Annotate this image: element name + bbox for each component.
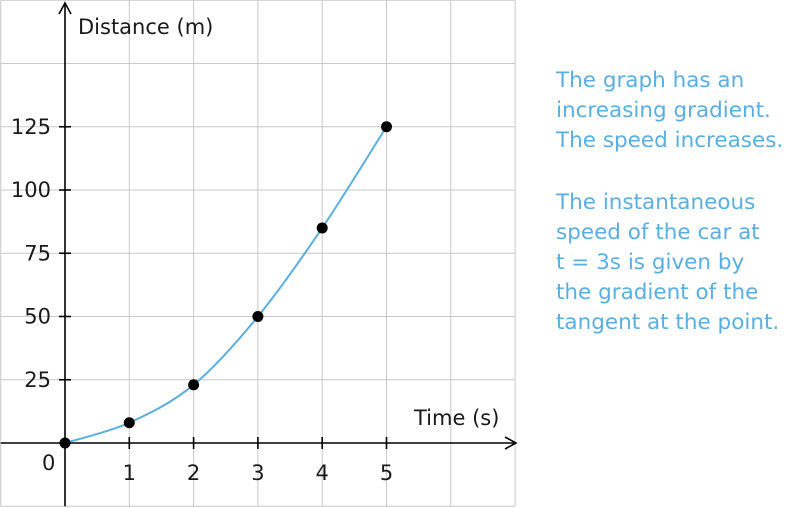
x-tick-label: 5 (380, 461, 393, 485)
data-point (381, 121, 392, 133)
y-tick-label: 75 (24, 241, 51, 265)
y-tick-label: 25 (24, 368, 51, 392)
instantaneous-speed-note: The instantaneous speed of the car at t … (556, 190, 780, 335)
x-tick-label: 2 (187, 461, 200, 485)
distance-curve (64, 126, 388, 444)
y-axis-label: Distance (m) (78, 15, 213, 39)
x-axis-label: Time (s) (413, 406, 499, 430)
distance-time-chart: 1 2 3 4 5 25 50 75 100 125 Distance (m) Time (s) … (0, 0, 518, 507)
y-tick-label: 100 (11, 178, 51, 202)
data-point (252, 311, 264, 322)
x-tick-label: 4 (316, 461, 329, 485)
grid (0, 0, 516, 507)
y-tick-label: 125 (11, 115, 51, 139)
x-tick-label: 1 (123, 461, 136, 485)
axis-labels: Distance (m) Time (s) 0 (42, 15, 499, 475)
data-points (59, 121, 392, 449)
y-axis-arrow (58, 1, 72, 15)
origin-label: 0 (42, 451, 55, 475)
data-point (123, 417, 135, 429)
gradient-note: The graph has an increasing gradient. Th… (556, 68, 784, 153)
x-axis-arrow (504, 436, 518, 450)
data-point (59, 437, 71, 449)
y-tick-label: 50 (24, 305, 51, 329)
x-tick-label: 3 (251, 461, 264, 485)
data-point (188, 379, 200, 391)
ticks: 1 2 3 4 5 25 50 75 100 125 (11, 115, 393, 485)
data-point (316, 222, 328, 234)
